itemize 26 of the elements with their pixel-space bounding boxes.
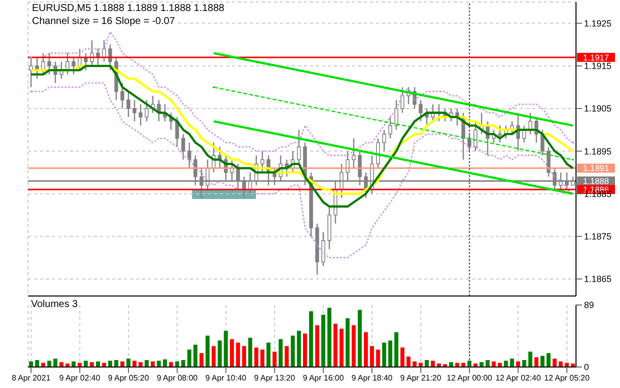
ref-line-label: 1.1891 [583, 163, 610, 174]
x-tick-label: 9 Apr 18:40 [352, 374, 394, 383]
y-tick-label: 1.1895 [584, 146, 612, 156]
text: Channel size = 16 Slope = -0.07 [32, 16, 175, 27]
ref-line-label: 1.1888 [583, 176, 610, 186]
x-tick-label: 9 Apr 13:20 [254, 374, 296, 383]
x-tick-label: 12 Apr 02:40 [495, 374, 542, 383]
y-tick-label: 1.1915 [584, 61, 612, 72]
x-tick-label: 9 Apr 02:40 [59, 374, 101, 383]
y-tick-label: 89 [584, 300, 594, 310]
x-tick-label: 8 Apr 2021 [12, 374, 51, 383]
y-tick-label: 0 [584, 362, 590, 372]
x-tick-label: 9 Apr 08:00 [156, 374, 198, 383]
chart-title: Volumes 3 [31, 299, 78, 310]
y-tick-label: 1.1925 [584, 18, 612, 28]
y-tick-label: 1.1865 [584, 274, 612, 284]
x-tick-label: 12 Apr 00:00 [446, 374, 493, 383]
x-tick-label: 12 Apr 05:20 [544, 374, 590, 383]
x-tick-label: 9 Apr 21:20 [400, 374, 442, 383]
y-tick-label: 1.1875 [584, 232, 612, 242]
ref-line-label: 1.1917 [583, 52, 610, 62]
x-tick-label: 9 Apr 16:00 [302, 374, 344, 383]
y-tick-label: 1.1905 [584, 104, 612, 114]
x-tick-label: 9 Apr 10:40 [205, 374, 247, 383]
x-tick-label: 9 Apr 05:20 [108, 374, 150, 383]
chart-title: EURUSD,M5 1.1888 1.1889 1.1888 1.1888 [32, 3, 224, 14]
